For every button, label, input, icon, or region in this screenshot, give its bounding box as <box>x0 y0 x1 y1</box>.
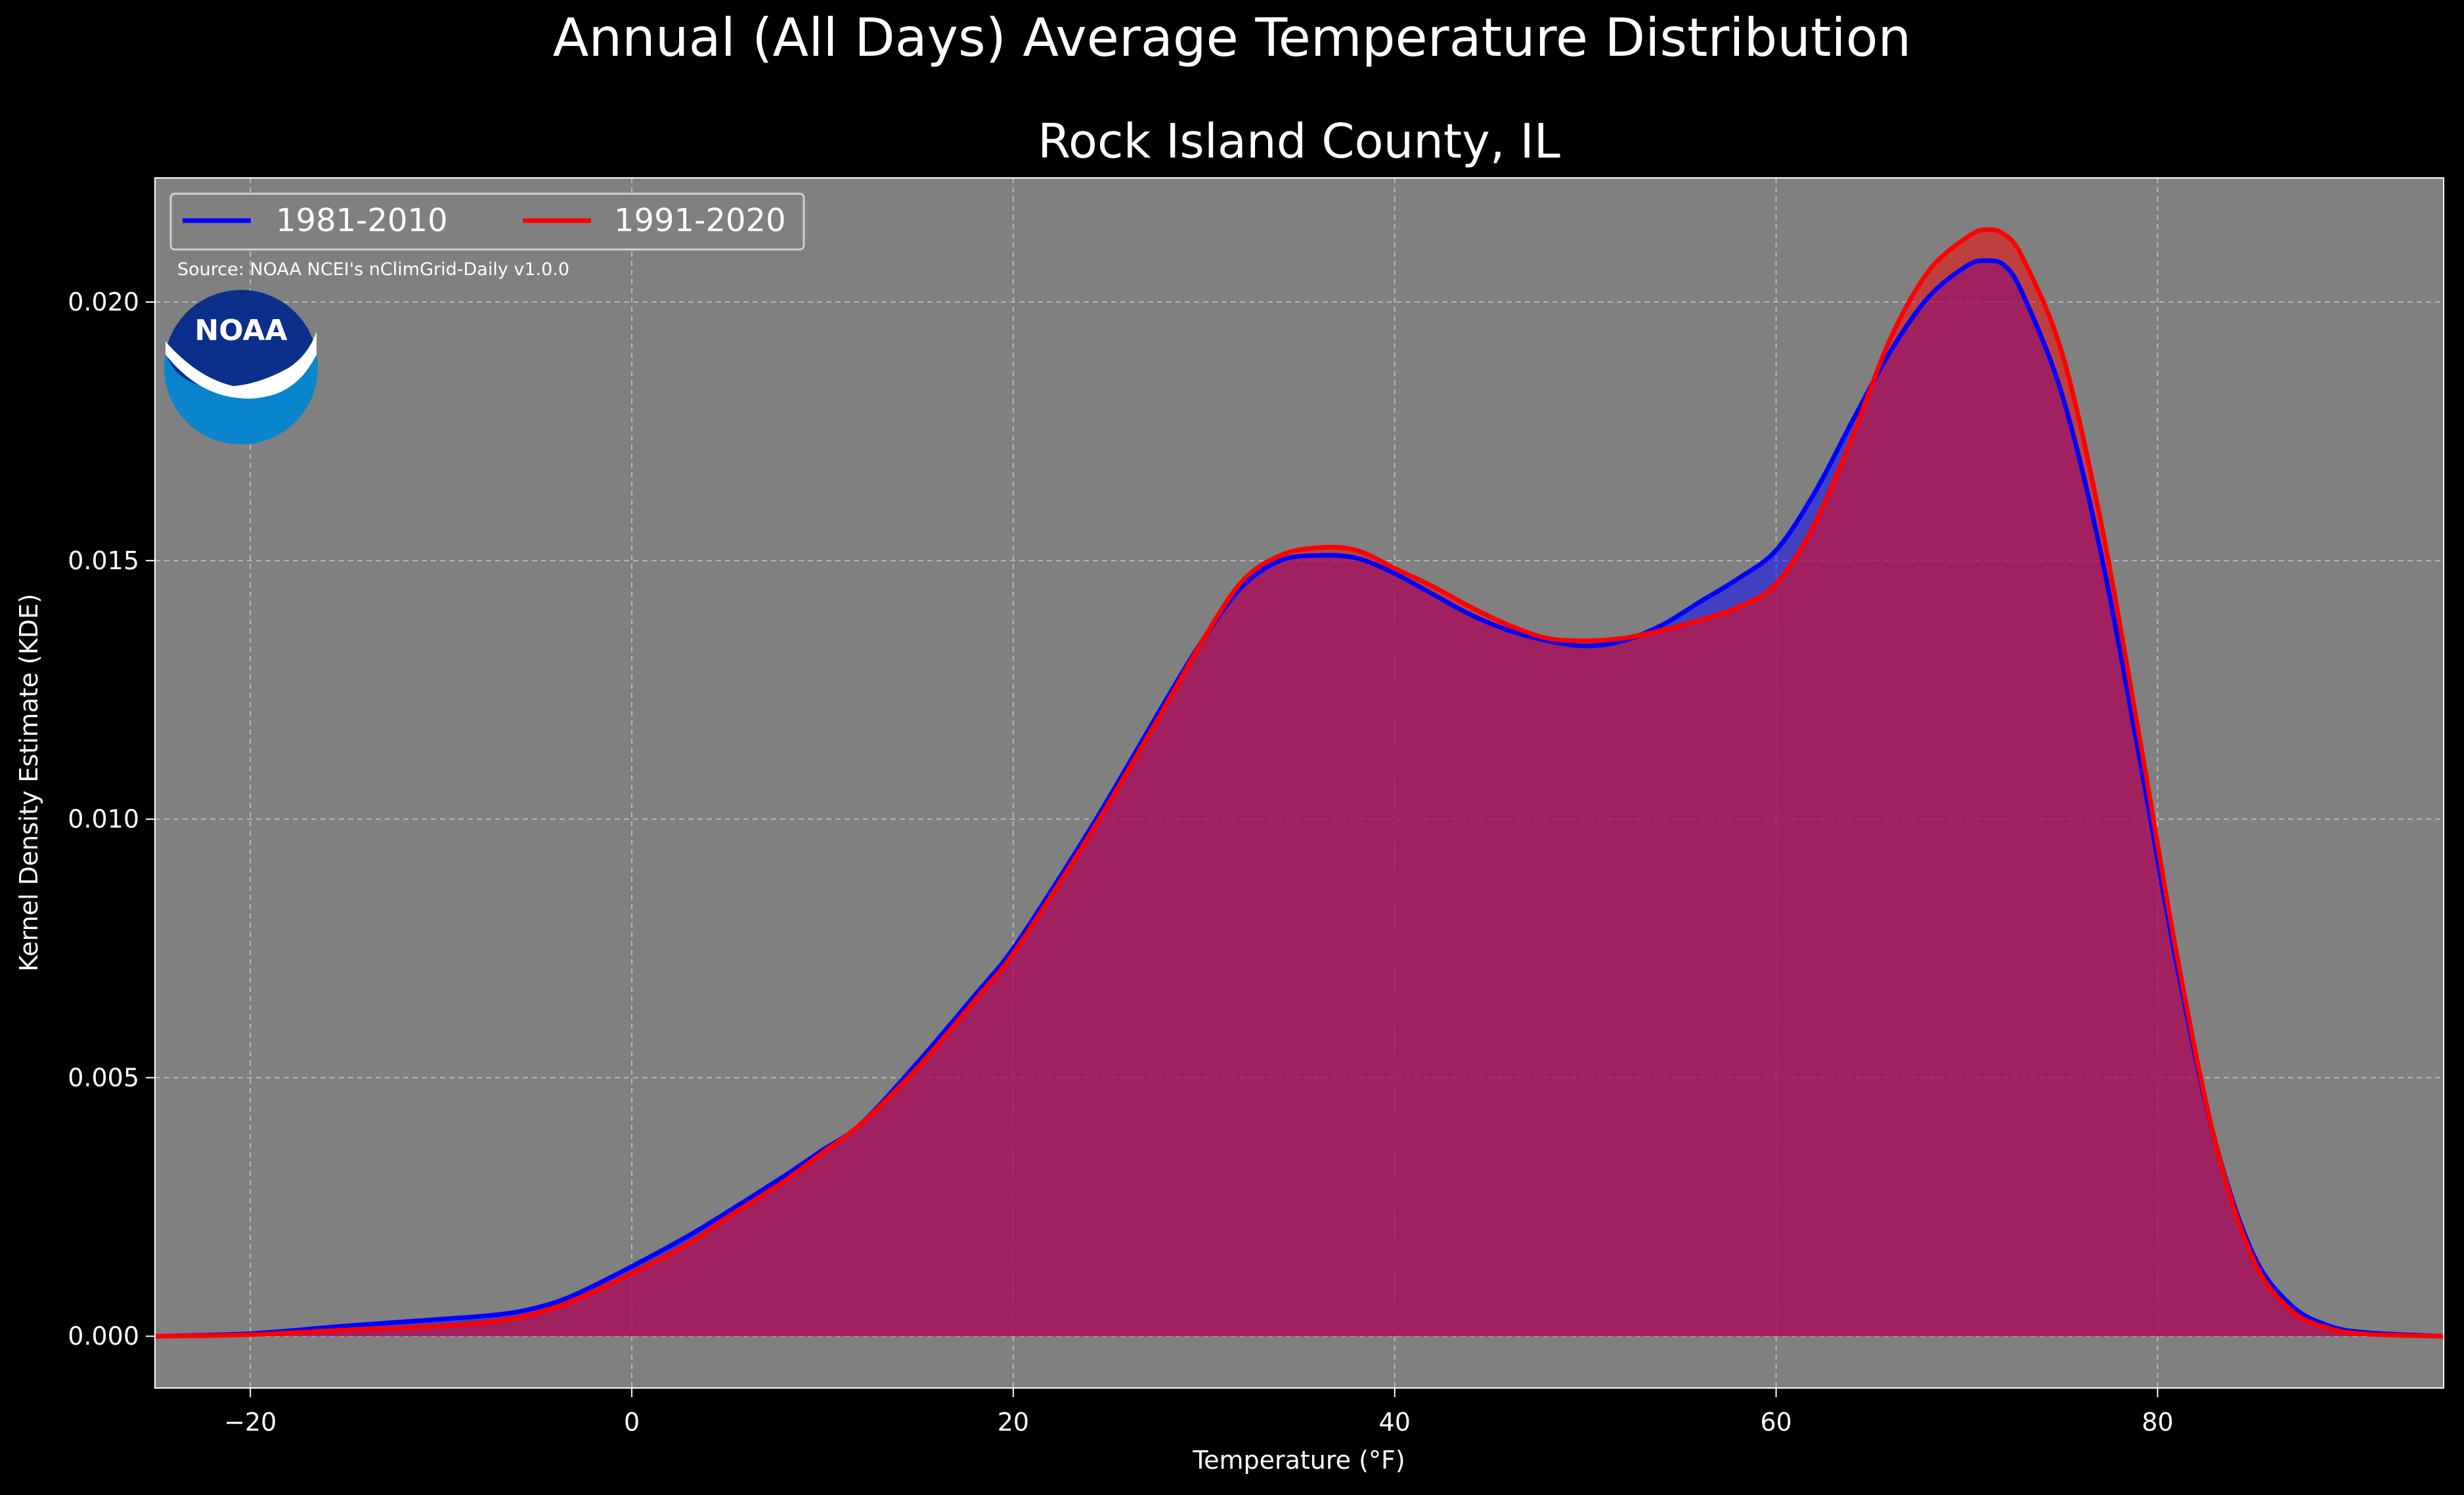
x-tick-label: 0 <box>624 1408 640 1437</box>
y-tick-label: 0.010 <box>68 805 139 834</box>
legend-label-1991-2020: 1991-2020 <box>614 202 786 239</box>
axes-title: Rock Island County, IL <box>1038 114 1560 169</box>
y-axis-label: Kernel Density Estimate (KDE) <box>14 594 43 972</box>
y-tick-label: 0.005 <box>68 1063 139 1092</box>
legend-box <box>169 192 805 251</box>
figure-suptitle: Annual (All Days) Average Temperature Di… <box>553 7 1911 68</box>
y-axis-ticks: 0.000 0.005 0.010 0.015 0.020 <box>68 288 155 1351</box>
density-fill-1991-2020 <box>155 229 2444 1337</box>
density-line-1991-2020 <box>154 227 2444 1339</box>
x-tick-label: 80 <box>2142 1408 2173 1437</box>
noaa-logo-top <box>165 290 317 390</box>
noaa-logo-bird-icon <box>165 332 317 399</box>
density-lines <box>154 227 2444 1339</box>
x-tick-label: −20 <box>224 1408 276 1437</box>
plot-frame <box>154 177 2444 1389</box>
y-tick-label: 0.020 <box>68 288 139 316</box>
x-tick-label: 40 <box>1379 1408 1411 1437</box>
noaa-logo: NOAA <box>164 290 318 444</box>
noaa-logo-bird-tail <box>217 384 273 397</box>
density-fills <box>155 229 2444 1337</box>
x-axis-ticks: −20 0 20 40 60 80 <box>224 1388 2174 1437</box>
x-tick-label: 20 <box>998 1408 1029 1437</box>
x-axis-label: Temperature (°F) <box>1192 1446 1405 1475</box>
y-tick-label: 0.000 <box>68 1322 139 1351</box>
y-tick-label: 0.015 <box>68 546 139 575</box>
legend-label-1981-2010: 1981-2010 <box>276 202 448 239</box>
density-line-1981-2010 <box>154 258 2444 1339</box>
noaa-logo-text: NOAA <box>194 314 287 347</box>
source-note: Source: NOAA NCEI's nClimGrid-Daily v1.0… <box>177 259 569 280</box>
x-tick-label: 60 <box>1760 1408 1792 1437</box>
legend: 1981-2010 1991-2020 <box>169 192 805 251</box>
